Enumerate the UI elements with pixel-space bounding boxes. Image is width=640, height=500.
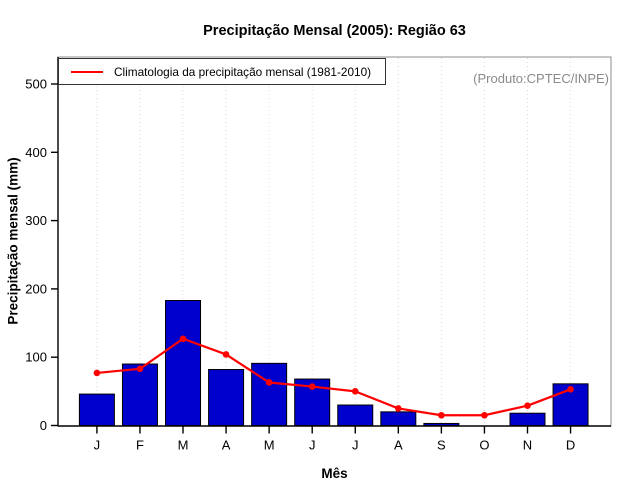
bar bbox=[423, 422, 460, 426]
y-axis-title: Precipitação mensal (mm) bbox=[5, 157, 21, 325]
x-tick-label: S bbox=[437, 438, 446, 453]
legend-label: Climatologia da precipitação mensal (198… bbox=[114, 64, 372, 79]
bar bbox=[509, 412, 546, 426]
climatology-point bbox=[179, 335, 187, 343]
climatology-point bbox=[93, 369, 101, 377]
climatology-point bbox=[395, 405, 402, 412]
legend-line-swatch-icon bbox=[71, 70, 103, 73]
x-tick-label: J bbox=[352, 438, 359, 453]
x-axis-title: Mês bbox=[321, 466, 348, 481]
watermark-text: (Produto:CPTEC/INPE) bbox=[473, 71, 609, 86]
x-tick-label: M bbox=[178, 438, 189, 453]
y-tick-label: 200 bbox=[25, 281, 47, 296]
legend: Climatologia da precipitação mensal (198… bbox=[58, 58, 387, 85]
climatology-point bbox=[351, 388, 359, 395]
y-tick-label: 0 bbox=[40, 418, 47, 433]
x-tick-label: N bbox=[523, 438, 532, 453]
x-tick-label: M bbox=[264, 438, 275, 453]
bar bbox=[337, 404, 374, 427]
bar bbox=[165, 300, 202, 426]
y-tick-label: 400 bbox=[25, 145, 47, 160]
climatology-point bbox=[481, 411, 488, 419]
x-tick-label: J bbox=[309, 438, 316, 453]
climatology-line bbox=[96, 337, 571, 417]
x-tick-label: A bbox=[394, 438, 403, 453]
bar bbox=[380, 411, 417, 426]
bar bbox=[121, 363, 158, 426]
climatology-point bbox=[308, 383, 316, 390]
bar bbox=[78, 393, 115, 426]
climatology-point bbox=[567, 386, 574, 393]
x-tick-label: F bbox=[136, 438, 144, 453]
bar bbox=[251, 362, 288, 426]
climatology-point bbox=[265, 379, 273, 386]
climatology-point bbox=[438, 411, 445, 419]
bar bbox=[208, 368, 245, 426]
y-tick-label: 300 bbox=[25, 213, 47, 228]
x-tick-label: A bbox=[222, 438, 231, 453]
y-tick-label: 500 bbox=[25, 77, 47, 92]
y-tick-label: 100 bbox=[25, 350, 47, 365]
x-tick-label: O bbox=[479, 438, 489, 453]
climatology-point bbox=[136, 365, 144, 373]
x-tick-label: D bbox=[566, 438, 575, 453]
climatology-point bbox=[524, 402, 531, 409]
page-title: Precipitação Mensal (2005): Região 63 bbox=[203, 23, 466, 39]
x-tick-label: J bbox=[94, 438, 101, 453]
climatology-point bbox=[222, 351, 230, 358]
